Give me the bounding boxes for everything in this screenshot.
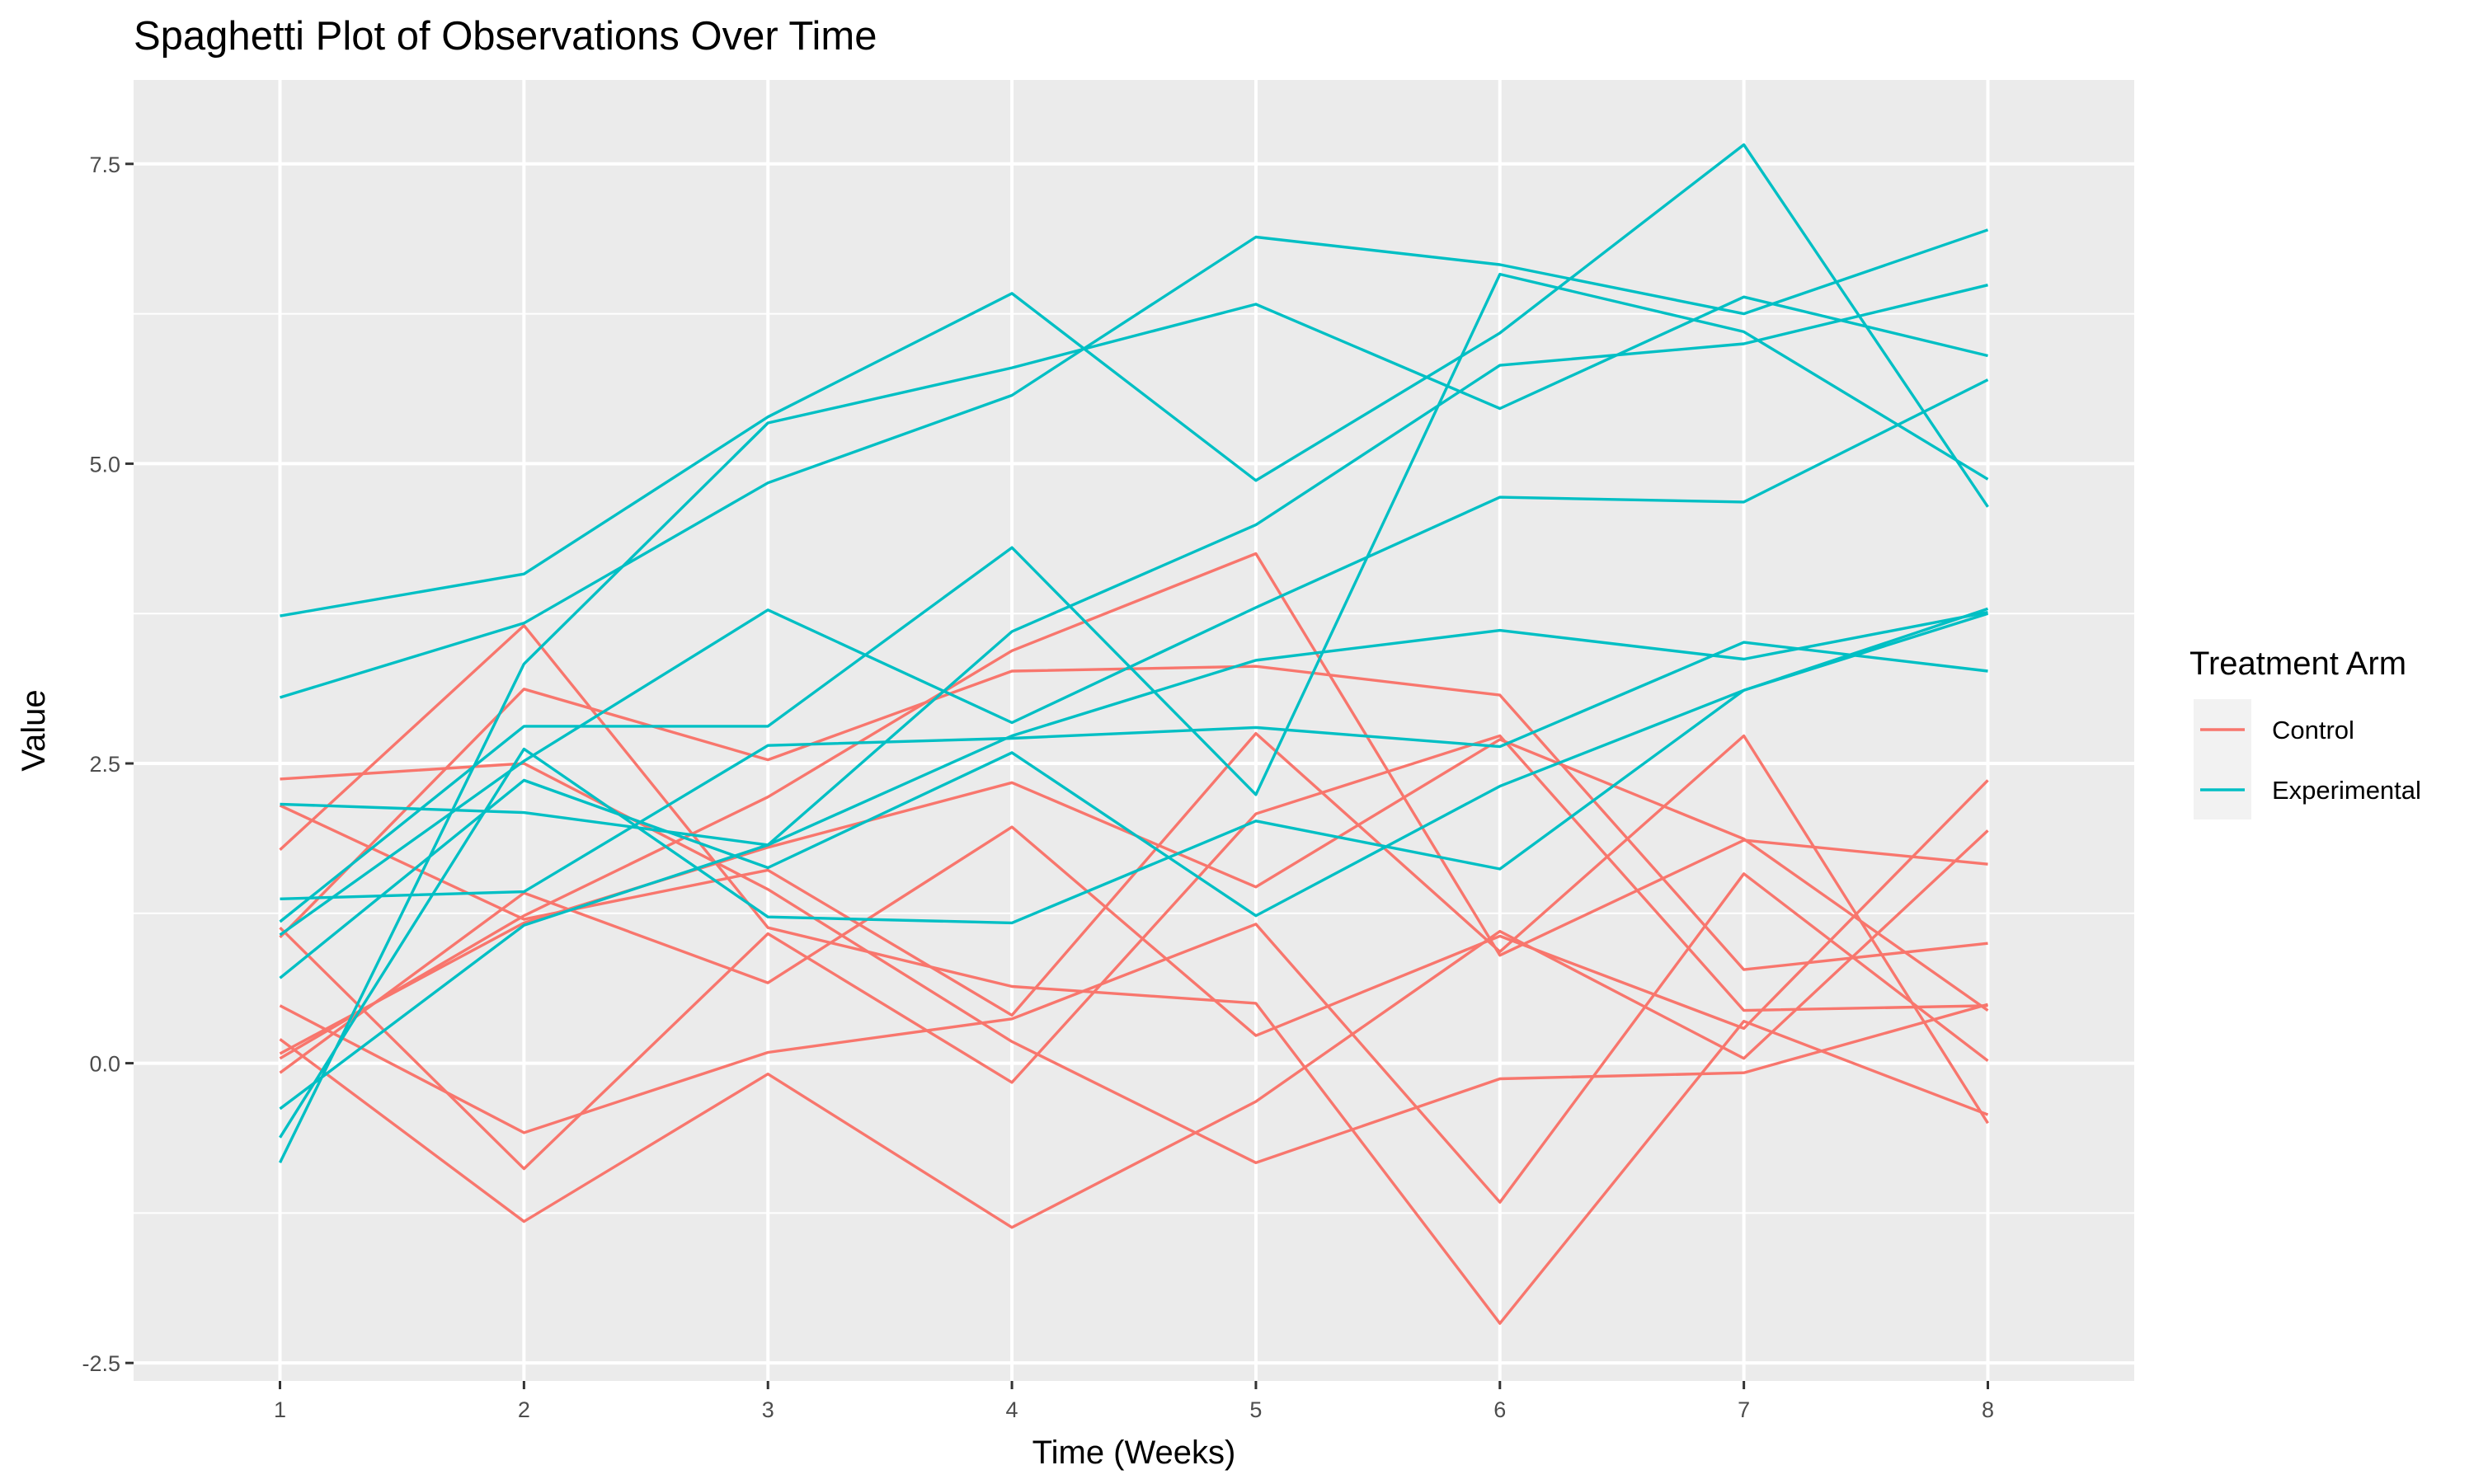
series-line-experimental <box>279 272 1989 923</box>
x-tick-label: 8 <box>1982 1397 1994 1422</box>
legend-title: Treatment Arm <box>2189 646 2406 682</box>
series-line-control <box>279 779 1989 1074</box>
minor-gridlines <box>134 312 2134 1214</box>
series-line-experimental <box>279 378 1989 937</box>
y-tick-label: 0.0 <box>89 1052 120 1077</box>
y-tick-label: -2.5 <box>82 1351 120 1376</box>
chart-title: Spaghetti Plot of Observations Over Time <box>134 14 877 59</box>
x-axis-title: Time (Weeks) <box>1032 1435 1236 1471</box>
series-line-control <box>279 872 1989 1205</box>
series-line-control <box>279 665 1988 971</box>
y-tick-label: 2.5 <box>89 752 120 777</box>
legend-entries: Control Experimental <box>2200 716 2421 805</box>
legend-label-experimental: Experimental <box>2272 776 2421 805</box>
series-line-control <box>279 552 1988 1060</box>
y-tick-label: 5.0 <box>89 452 120 477</box>
series-line-experimental <box>280 143 1989 618</box>
legend-key-background <box>2194 699 2251 819</box>
y-tick-label: 7.5 <box>89 153 120 177</box>
series-line-control <box>279 734 1988 1171</box>
legend: Treatment Arm Control Experimental <box>2189 646 2421 819</box>
x-tick-label: 7 <box>1738 1397 1750 1422</box>
series-line-experimental <box>279 612 1989 979</box>
series-line-experimental <box>280 228 1989 699</box>
x-tick-label: 6 <box>1493 1397 1506 1422</box>
x-tick-label: 1 <box>274 1397 286 1422</box>
plot-panel <box>134 80 2134 1381</box>
x-tick-label: 4 <box>1006 1397 1018 1422</box>
legend-label-control: Control <box>2272 716 2354 744</box>
series-line-control <box>279 829 1989 1229</box>
series-line-experimental <box>278 295 1988 1164</box>
major-gridlines <box>134 80 2134 1381</box>
x-tick-label: 2 <box>518 1397 530 1422</box>
y-axis: -2.5 0.0 2.5 5.0 7.5 <box>82 153 134 1376</box>
x-tick-label: 3 <box>762 1397 774 1422</box>
series-line-experimental <box>280 611 1988 847</box>
series-line-experimental <box>279 607 1989 1139</box>
y-axis-title: Value <box>16 689 52 771</box>
series-line-experimental <box>279 284 1988 1111</box>
x-axis: 1 2 3 4 5 6 7 8 <box>274 1381 1994 1422</box>
x-tick-label: 5 <box>1249 1397 1262 1422</box>
series-line-experimental <box>280 641 1988 900</box>
series-line-control <box>279 624 1989 1325</box>
series-lines <box>278 143 1989 1325</box>
